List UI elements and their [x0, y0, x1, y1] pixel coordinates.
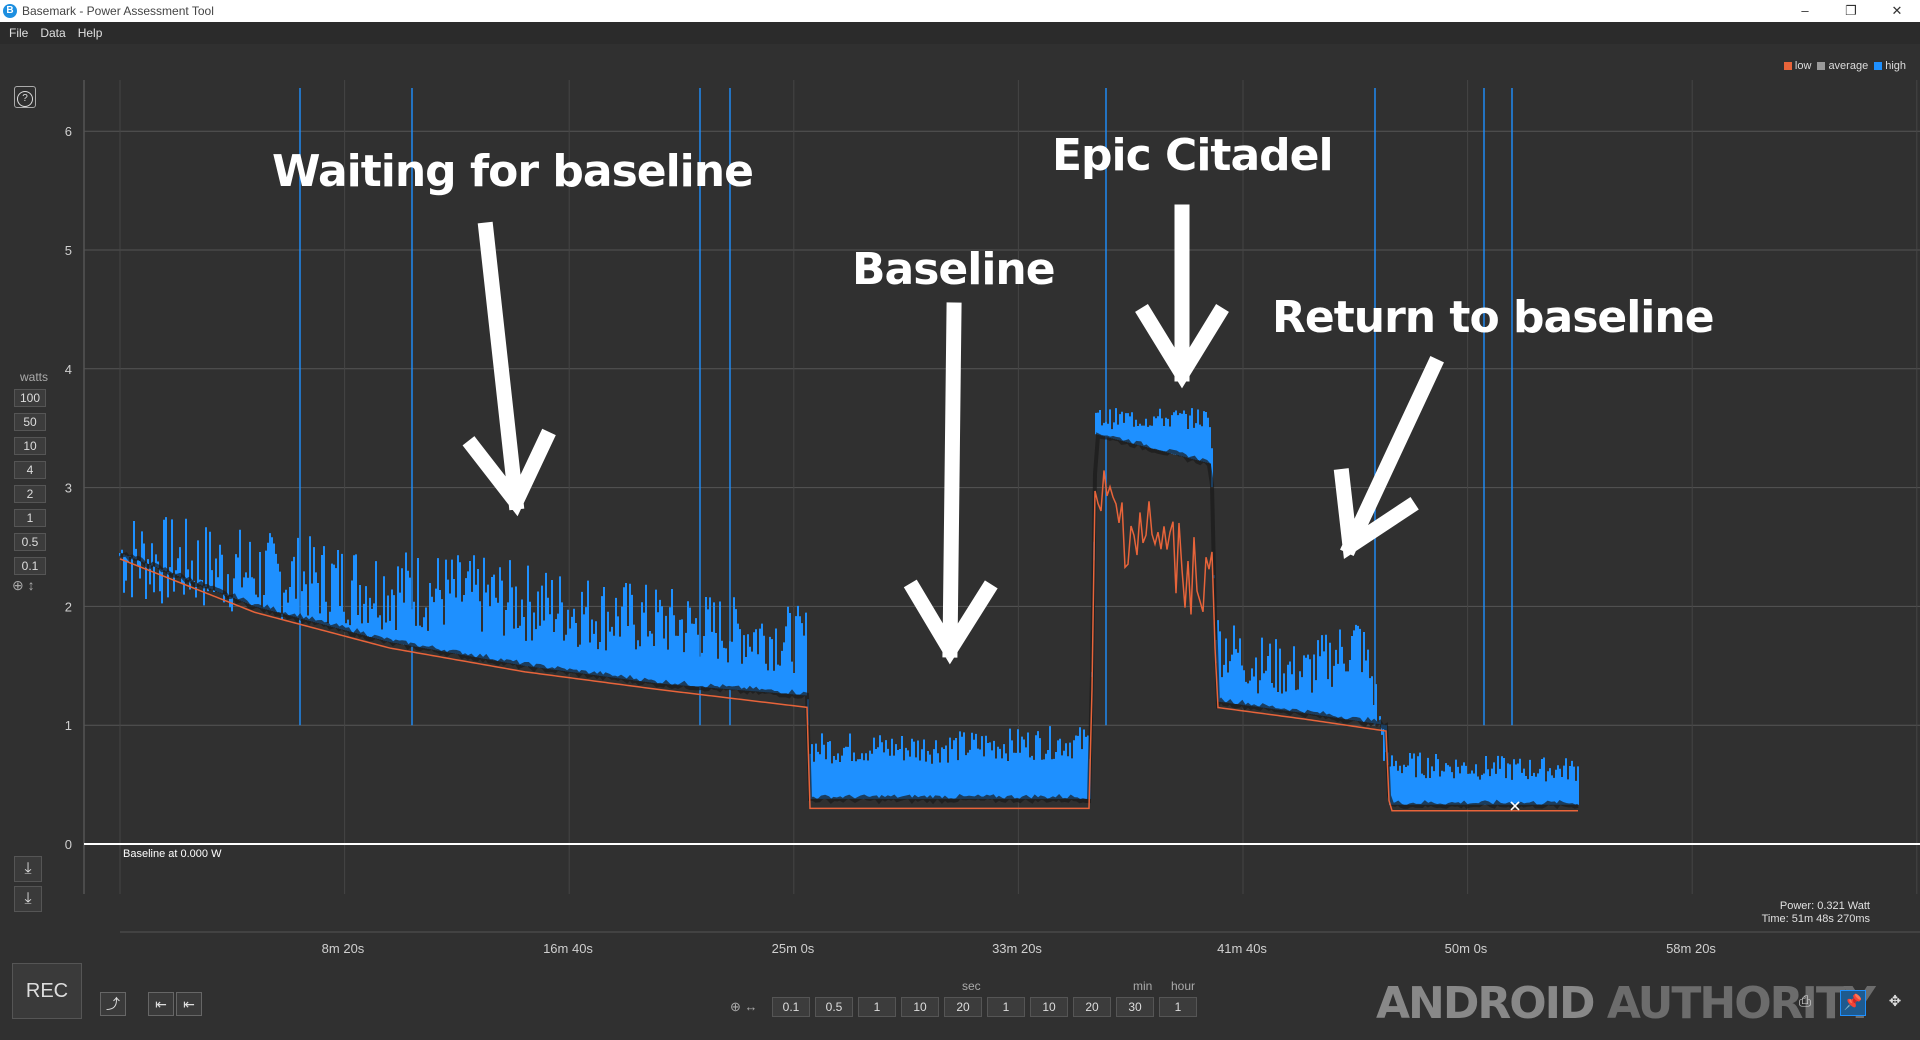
power-readout: Power: 0.321 Watt Time: 51m 48s 270ms	[1762, 900, 1870, 926]
time-button-1s[interactable]: 1	[858, 997, 896, 1017]
vertical-arrow-icon[interactable]: ↕	[27, 577, 35, 593]
arrow-baseline	[903, 302, 998, 665]
power-chart[interactable]: 0 1 2 3 4 5 6	[0, 44, 1920, 944]
time-button-0-5s[interactable]: 0.5	[815, 997, 853, 1017]
restore-button[interactable]: ❐	[1845, 3, 1857, 18]
time-button-0-1s[interactable]: 0.1	[772, 997, 810, 1017]
basemark-logo-icon: B	[3, 4, 17, 18]
time-button-10s[interactable]: 10	[901, 997, 939, 1017]
y-tick-label: 1	[65, 718, 72, 733]
x-tick-label: 50m 0s	[1444, 941, 1488, 956]
y-tick-label: 0	[65, 837, 72, 852]
arrow-return	[1333, 356, 1444, 560]
annotation-waiting: Waiting for baseline	[272, 146, 754, 197]
scale-button-0-1[interactable]: 0.1	[14, 557, 46, 575]
time-button-20m[interactable]: 20	[1073, 997, 1111, 1017]
legend-label-high: high	[1885, 60, 1906, 72]
menu-bar: File Data Help	[0, 22, 1920, 44]
series-average	[119, 432, 1579, 810]
record-button[interactable]: REC	[12, 963, 82, 1019]
menu-file[interactable]: File	[9, 26, 29, 40]
scale-button-10[interactable]: 10	[14, 437, 46, 455]
watermark: ANDROID AUTHORITY	[1376, 978, 1876, 1029]
annotation-epic: Epic Citadel	[1052, 130, 1334, 181]
sec-label: sec	[962, 979, 981, 993]
annotation-return: Return to baseline	[1272, 292, 1715, 343]
baseline-label: Baseline at 0.000 W	[123, 848, 222, 860]
scale-button-4[interactable]: 4	[14, 461, 46, 479]
cursor-marker	[1510, 801, 1520, 811]
menu-help[interactable]: Help	[77, 26, 103, 40]
zoom-icon[interactable]: ⊕	[12, 577, 24, 593]
arrow-epic	[1135, 204, 1229, 389]
y-tick-label: 2	[65, 599, 72, 614]
scale-button-0-5[interactable]: 0.5	[14, 533, 46, 551]
unit-label: watts	[19, 370, 48, 384]
x-tick-label: 41m 40s	[1217, 941, 1267, 956]
menu-data[interactable]: Data	[40, 26, 66, 40]
scale-button-2[interactable]: 2	[14, 485, 46, 503]
help-icon: ?	[17, 91, 33, 107]
close-button[interactable]: ✕	[1891, 3, 1903, 18]
x-tick-label: 16m 40s	[543, 941, 593, 956]
y-tick-label: 6	[65, 124, 72, 139]
download-icon[interactable]: ⤓	[14, 856, 42, 882]
time-button-30m[interactable]: 30	[1116, 997, 1154, 1017]
scale-button-50[interactable]: 50	[14, 413, 46, 431]
chart-legend: low average high	[1778, 60, 1906, 72]
x-tick-label: 58m 20s	[1666, 941, 1716, 956]
pin-icon[interactable]: 📌	[1840, 990, 1866, 1016]
time-zoom-icon[interactable]: ⊕ ↔	[730, 999, 758, 1014]
time-button-1h[interactable]: 1	[1159, 997, 1197, 1017]
legend-swatch-low	[1783, 62, 1792, 70]
title-bar: B Basemark - Power Assessment Tool – ❐ ✕	[0, 0, 1920, 22]
min-label: min	[1133, 979, 1153, 993]
move-icon[interactable]: ✥	[1888, 993, 1902, 1010]
legend-swatch-average	[1817, 62, 1826, 70]
y-tick-label: 4	[65, 362, 72, 377]
y-tick-label: 3	[65, 481, 72, 496]
legend-label-low: low	[1794, 60, 1812, 72]
legend-label-average: average	[1828, 60, 1869, 72]
jump-mark-icon[interactable]: ⇤	[176, 992, 202, 1016]
time-button-10m[interactable]: 10	[1030, 997, 1068, 1017]
arrow-waiting	[462, 221, 556, 517]
time-button-1m[interactable]: 1	[987, 997, 1025, 1017]
hour-label: hour	[1171, 979, 1196, 993]
time-button-20s[interactable]: 20	[944, 997, 982, 1017]
power-value: Power: 0.321 Watt	[1779, 900, 1870, 912]
jump-start-icon[interactable]: ⇤	[148, 992, 174, 1016]
series-low	[119, 470, 1578, 812]
watermark-first: ANDROID	[1376, 978, 1596, 1029]
scale-button-1[interactable]: 1	[14, 509, 46, 527]
y-tick-label: 5	[65, 243, 72, 258]
help-button[interactable]: ?	[14, 86, 36, 108]
time-value: Time: 51m 48s 270ms	[1761, 913, 1870, 925]
x-tick-label: 25m 0s	[771, 941, 815, 956]
legend-swatch-high	[1874, 62, 1883, 70]
watermark-second: AUTHORITY	[1606, 978, 1876, 1029]
minimize-button[interactable]: –	[1801, 3, 1809, 18]
x-tick-label: 8m 20s	[321, 941, 365, 956]
annotation-baseline: Baseline	[852, 244, 1056, 295]
download-all-icon[interactable]: ⤓	[14, 886, 42, 912]
x-tick-label: 33m 20s	[992, 941, 1042, 956]
export-icon[interactable]: ⤴	[100, 992, 126, 1016]
window-title: Basemark - Power Assessment Tool	[22, 4, 214, 18]
scale-button-100[interactable]: 100	[14, 389, 46, 407]
print-icon[interactable]: ⎙	[1798, 993, 1811, 1010]
